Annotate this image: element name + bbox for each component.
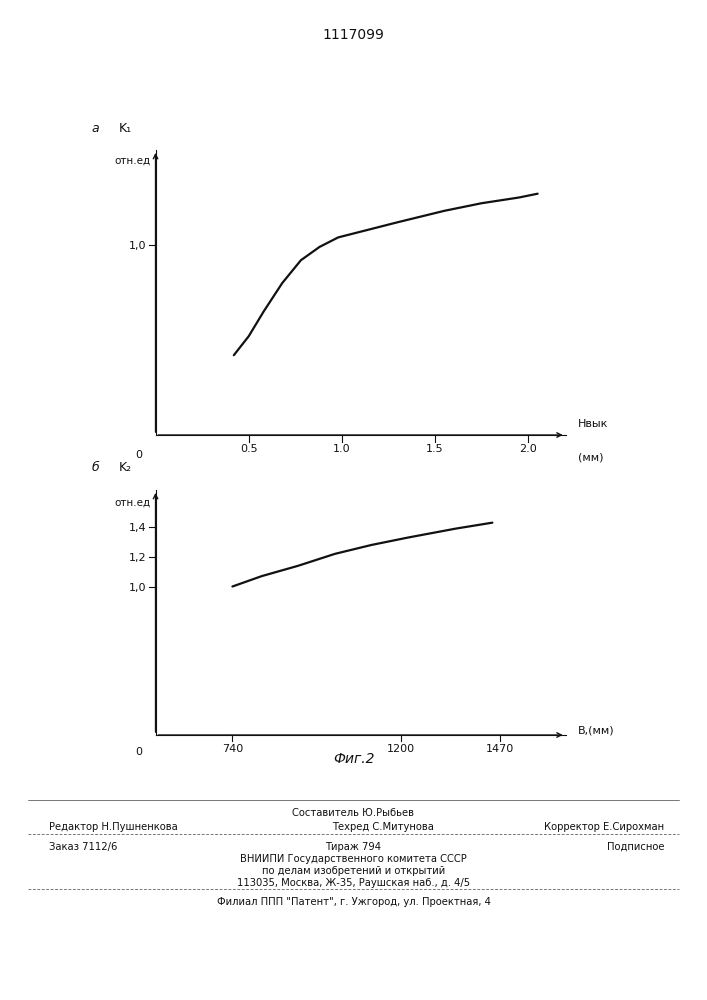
Text: Hвык: Hвык: [578, 419, 608, 429]
Text: Редактор Н.Пушненкова: Редактор Н.Пушненкова: [49, 822, 178, 832]
Text: Подписное: Подписное: [607, 842, 665, 852]
Text: 1117099: 1117099: [322, 28, 385, 42]
Text: Заказ 7112/6: Заказ 7112/6: [49, 842, 118, 852]
Text: (мм): (мм): [578, 453, 603, 463]
Text: по делам изобретений и открытий: по делам изобретений и открытий: [262, 866, 445, 876]
Text: K₁: K₁: [119, 122, 132, 135]
Text: Составитель Ю.Рыбьев: Составитель Ю.Рыбьев: [293, 808, 414, 818]
Text: отн.ед: отн.ед: [115, 156, 151, 166]
Text: б: б: [92, 461, 100, 474]
Text: Корректор Е.Сирохман: Корректор Е.Сирохман: [544, 822, 665, 832]
Text: ВНИИПИ Государственного комитета СССР: ВНИИПИ Государственного комитета СССР: [240, 854, 467, 864]
Text: Техред С.Митунова: Техред С.Митунова: [332, 822, 434, 832]
Text: Филиал ППП "Патент", г. Ужгород, ул. Проектная, 4: Филиал ППП "Патент", г. Ужгород, ул. Про…: [216, 897, 491, 907]
Text: K₂: K₂: [119, 461, 132, 474]
Text: 113035, Москва, Ж-35, Раушская наб., д. 4/5: 113035, Москва, Ж-35, Раушская наб., д. …: [237, 878, 470, 888]
Text: Фиг.2: Фиг.2: [333, 752, 374, 766]
Text: B,(мм): B,(мм): [578, 725, 614, 735]
Text: Тираж 794: Тираж 794: [325, 842, 382, 852]
Text: 0: 0: [136, 747, 143, 757]
Text: отн.ед: отн.ед: [115, 497, 151, 507]
Text: a: a: [92, 122, 100, 135]
Text: 0: 0: [136, 450, 143, 460]
